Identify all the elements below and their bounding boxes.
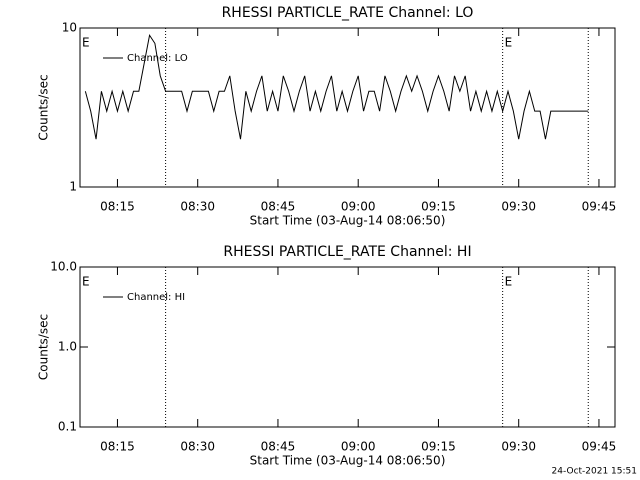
y-axis-label: Counts/sec (37, 314, 51, 380)
legend-label: Channel: HI (127, 292, 185, 303)
annotation: E (82, 275, 90, 289)
plot-frame (79, 27, 616, 188)
y-tick-label: 1 (69, 180, 77, 194)
annotation: E (505, 36, 513, 50)
x-axis-label: Start Time (03-Aug-14 08:06:50) (250, 454, 446, 468)
x-tick-label: 09:00 (341, 440, 376, 454)
annotation: E (505, 275, 513, 289)
chart-title: RHESSI PARTICLE_RATE Channel: LO (222, 5, 474, 21)
footer: 24-Oct-2021 15:51 (552, 467, 637, 477)
x-axis-label: Start Time (03-Aug-14 08:06:50) (250, 214, 446, 228)
data-line (84, 33, 589, 140)
y-tick-label: 1.0 (58, 340, 77, 354)
x-tick-label: 08:30 (180, 440, 215, 454)
x-tick-label: 09:30 (501, 200, 536, 214)
y-tick-label: 10 (62, 21, 77, 35)
x-tick-label: 09:45 (582, 440, 617, 454)
x-tick-label: 08:15 (100, 440, 135, 454)
x-tick-label: 09:30 (501, 440, 536, 454)
annotation: E (82, 36, 90, 50)
x-tick-label: 09:15 (421, 440, 456, 454)
x-tick-label: 08:15 (100, 200, 135, 214)
y-tick-label: 10.0 (50, 260, 77, 274)
x-tick-label: 08:30 (180, 200, 215, 214)
x-tick-label: 09:15 (421, 200, 456, 214)
x-tick-label: 09:45 (582, 200, 617, 214)
x-tick-label: 09:00 (341, 200, 376, 214)
y-axis-label: Counts/sec (37, 74, 51, 140)
chart-title: RHESSI PARTICLE_RATE Channel: HI (223, 244, 471, 260)
x-tick-label: 08:45 (261, 440, 296, 454)
y-tick-label: 0.1 (58, 420, 77, 434)
x-tick-label: 08:45 (261, 200, 296, 214)
